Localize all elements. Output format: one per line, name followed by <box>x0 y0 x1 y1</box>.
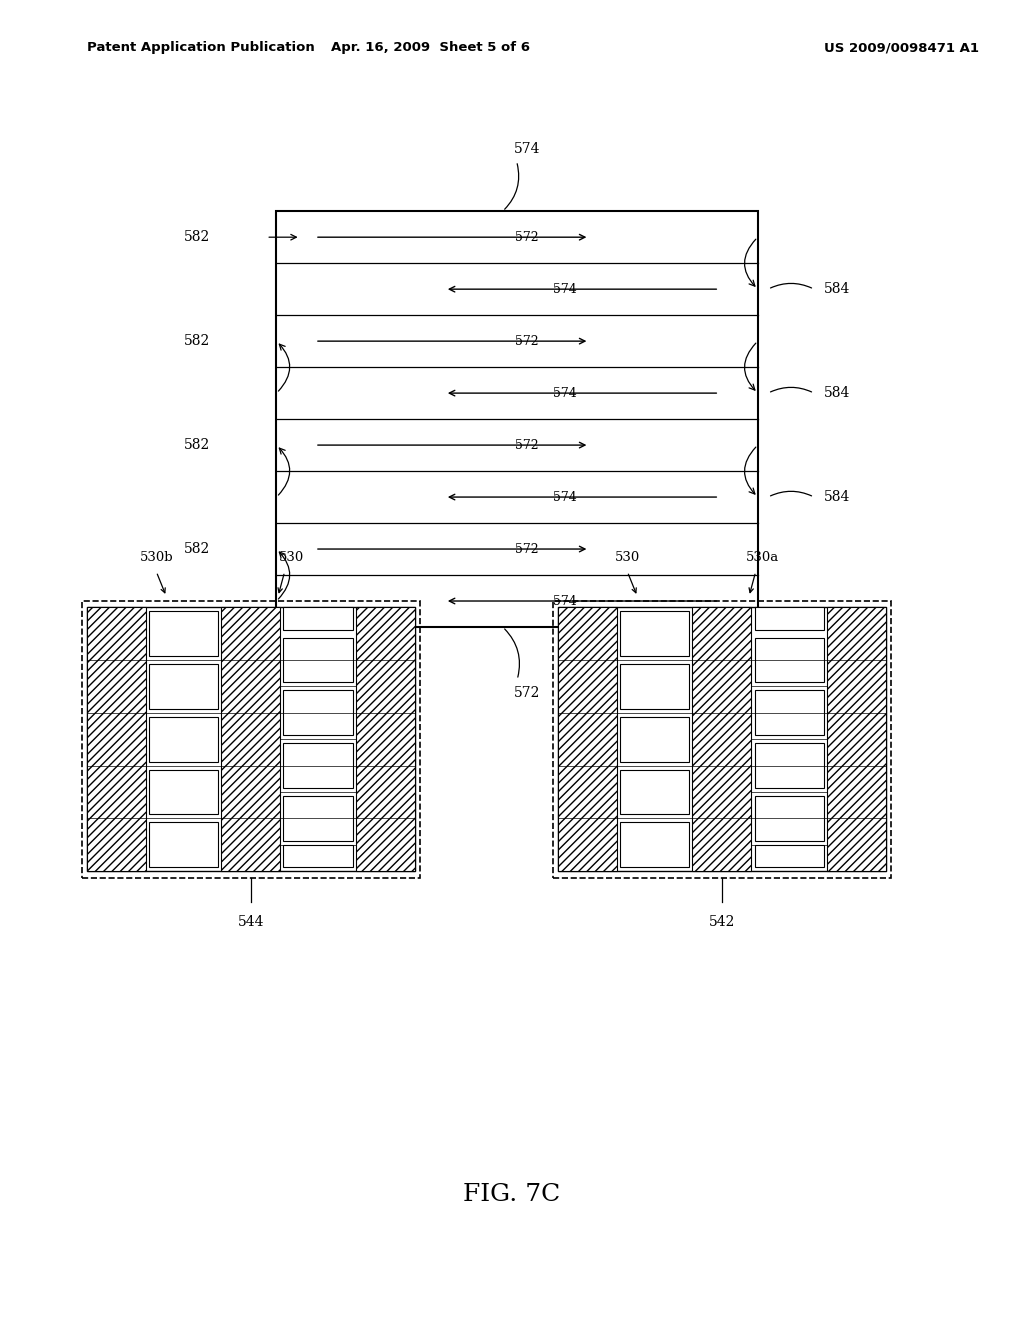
Bar <box>150 717 218 762</box>
Text: 584: 584 <box>824 387 851 400</box>
Text: 574: 574 <box>553 282 578 296</box>
Text: 574: 574 <box>553 594 578 607</box>
Text: 574: 574 <box>553 491 578 503</box>
Bar <box>284 638 352 682</box>
Bar <box>755 845 823 867</box>
Bar <box>692 607 752 871</box>
Bar <box>755 607 823 630</box>
Text: Apr. 16, 2009  Sheet 5 of 6: Apr. 16, 2009 Sheet 5 of 6 <box>331 41 529 54</box>
Text: 584: 584 <box>824 490 851 504</box>
Bar <box>150 664 218 709</box>
Bar <box>826 607 886 871</box>
Bar <box>621 664 689 709</box>
Text: 582: 582 <box>183 334 210 348</box>
Text: 530: 530 <box>614 550 640 564</box>
Text: FIG. 7C: FIG. 7C <box>464 1183 560 1206</box>
Bar <box>87 607 415 871</box>
Bar <box>755 638 823 682</box>
Text: 530: 530 <box>279 550 304 564</box>
Text: 572: 572 <box>515 335 539 347</box>
Text: 572: 572 <box>515 438 539 451</box>
Bar <box>150 770 218 814</box>
Bar <box>82 601 420 878</box>
Text: 544: 544 <box>238 915 264 929</box>
Text: 574: 574 <box>513 141 540 156</box>
Bar <box>221 607 281 871</box>
Text: 582: 582 <box>183 230 210 244</box>
Bar <box>621 717 689 762</box>
Text: 572: 572 <box>515 231 539 244</box>
Bar <box>150 822 218 867</box>
Text: 582: 582 <box>183 543 210 556</box>
Bar <box>284 845 352 867</box>
Bar <box>621 770 689 814</box>
Bar <box>284 607 352 630</box>
Bar <box>755 796 823 841</box>
Bar <box>553 601 891 878</box>
Text: 530b: 530b <box>139 550 173 564</box>
Text: 574: 574 <box>553 387 578 400</box>
Text: 582: 582 <box>183 438 210 451</box>
Text: 572: 572 <box>515 543 539 556</box>
Bar <box>284 690 352 735</box>
Bar <box>284 743 352 788</box>
Text: Patent Application Publication: Patent Application Publication <box>87 41 314 54</box>
Bar <box>355 607 415 871</box>
Bar <box>558 607 617 871</box>
Bar <box>621 611 689 656</box>
Text: 530a: 530a <box>745 550 779 564</box>
Bar <box>276 211 758 627</box>
Bar <box>755 743 823 788</box>
Bar <box>558 607 886 871</box>
Bar <box>755 690 823 735</box>
Bar <box>621 822 689 867</box>
Bar <box>284 796 352 841</box>
Bar <box>150 611 218 656</box>
Text: 584: 584 <box>824 282 851 296</box>
Text: US 2009/0098471 A1: US 2009/0098471 A1 <box>823 41 979 54</box>
Text: 572: 572 <box>514 686 541 701</box>
Bar <box>87 607 146 871</box>
Text: 542: 542 <box>709 915 735 929</box>
